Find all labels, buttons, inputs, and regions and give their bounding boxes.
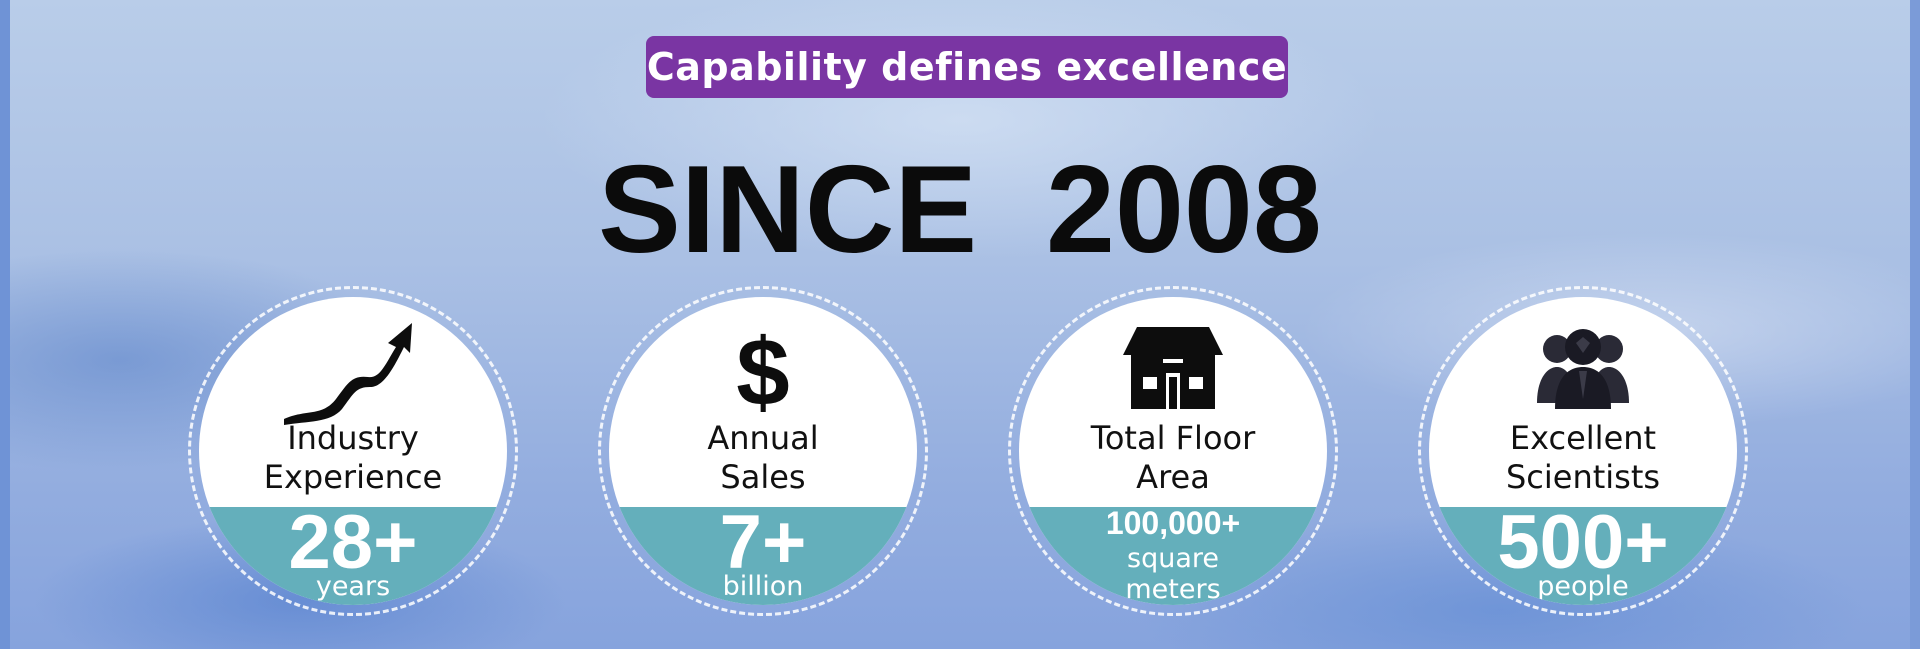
stat-label-line2: Area xyxy=(1136,458,1210,496)
stat-unit: billion xyxy=(722,571,804,602)
svg-text:$: $ xyxy=(736,325,789,421)
stat-unit-line2: meters xyxy=(1125,574,1221,605)
stat-unit-line1: square xyxy=(1127,543,1219,574)
stat-circle: Total Floor Area 100,000+ square meters xyxy=(1019,297,1327,605)
stat-band xyxy=(1019,507,1327,605)
stat-label-line1: Industry xyxy=(287,419,419,457)
stat-value: 28+ xyxy=(288,500,418,585)
building-icon xyxy=(1123,327,1223,409)
stat-label-line1: Excellent xyxy=(1509,419,1657,457)
stat-label-line1: Total Floor xyxy=(1090,419,1256,457)
stat-label-line1: Annual xyxy=(707,419,819,457)
stat-annual-sales: $ Annual Sales 7+ billion xyxy=(598,286,928,616)
stat-band xyxy=(199,507,507,605)
stat-excellent-scientists: Excellent Scientists 500+ people xyxy=(1418,286,1748,616)
stat-value: 100,000+ xyxy=(1105,505,1241,541)
stat-unit: people xyxy=(1537,571,1629,602)
dollar-icon: $ xyxy=(736,325,789,421)
stat-label-line2: Scientists xyxy=(1505,458,1661,496)
stat-circle: $ Annual Sales 7+ billion xyxy=(609,297,917,605)
stat-industry-experience: Industry Experience 28+ years xyxy=(188,286,518,616)
stat-circle: Excellent Scientists 500+ people xyxy=(1429,297,1737,605)
stat-band xyxy=(609,507,917,605)
tagline-badge: Capability defines excellence xyxy=(646,36,1288,98)
stat-circle: Industry Experience 28+ years xyxy=(199,297,507,605)
since-headline: SINCE 2008 xyxy=(598,141,1322,279)
right-edge-stripe xyxy=(1910,0,1920,649)
scientists-group-icon xyxy=(1537,329,1629,409)
stat-value: 500+ xyxy=(1497,500,1669,585)
stat-total-floor-area: Total Floor Area 100,000+ square meters xyxy=(1008,286,1338,616)
stat-label-line2: Sales xyxy=(720,458,806,496)
stat-value: 7+ xyxy=(719,500,807,585)
growth-arrow-icon xyxy=(284,323,412,425)
left-edge-stripe xyxy=(0,0,10,649)
stat-label-line2: Experience xyxy=(263,458,443,496)
stat-band xyxy=(1429,507,1737,605)
stat-unit: years xyxy=(315,571,391,602)
